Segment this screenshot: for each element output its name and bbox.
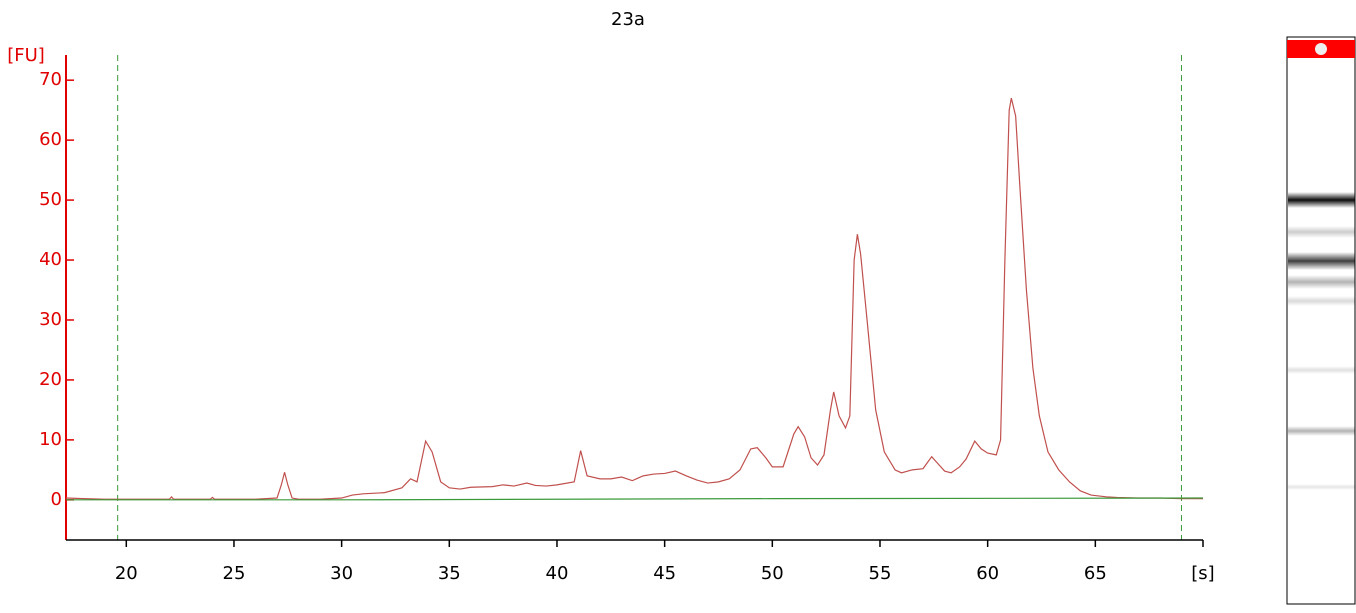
y-tick-label: 40 xyxy=(39,249,62,270)
x-tick-label: 55 xyxy=(869,563,892,584)
x-tick-label: 40 xyxy=(546,563,569,584)
signal-line xyxy=(66,497,1204,501)
gel-band xyxy=(1288,296,1355,306)
gel-lane xyxy=(1286,36,1356,605)
gel-band xyxy=(1288,192,1355,208)
x-tick-label: 20 xyxy=(115,563,138,584)
y-tick-label: 60 xyxy=(39,129,62,150)
y-tick-label: 20 xyxy=(39,369,62,390)
x-tick-label: 25 xyxy=(223,563,246,584)
signal-line xyxy=(65,98,1203,500)
y-tick-label: 50 xyxy=(39,189,62,210)
x-tick-label: 45 xyxy=(653,563,676,584)
x-tick-label: 35 xyxy=(438,563,461,584)
gel-icon xyxy=(1315,43,1327,55)
y-tick-label: 0 xyxy=(51,489,62,510)
y-tick-label: 30 xyxy=(39,309,62,330)
x-tick-label: 30 xyxy=(330,563,353,584)
gel-band xyxy=(1288,366,1355,374)
gel-band xyxy=(1288,275,1355,289)
x-tick-label: 50 xyxy=(761,563,784,584)
gel-band xyxy=(1288,426,1355,436)
gel-band xyxy=(1288,226,1355,238)
gel-band xyxy=(1288,484,1355,490)
chart-title: 23a xyxy=(611,9,645,30)
gel-frame xyxy=(1286,36,1356,605)
y-tick-label: 10 xyxy=(39,429,62,450)
gel-band xyxy=(1288,252,1355,270)
x-tick-label: 65 xyxy=(1084,563,1107,584)
x-tick-label: [s] xyxy=(1191,563,1214,584)
y-axis-label: [FU] xyxy=(7,45,45,66)
x-tick-label: 60 xyxy=(976,563,999,584)
y-tick-label: 70 xyxy=(39,69,62,90)
